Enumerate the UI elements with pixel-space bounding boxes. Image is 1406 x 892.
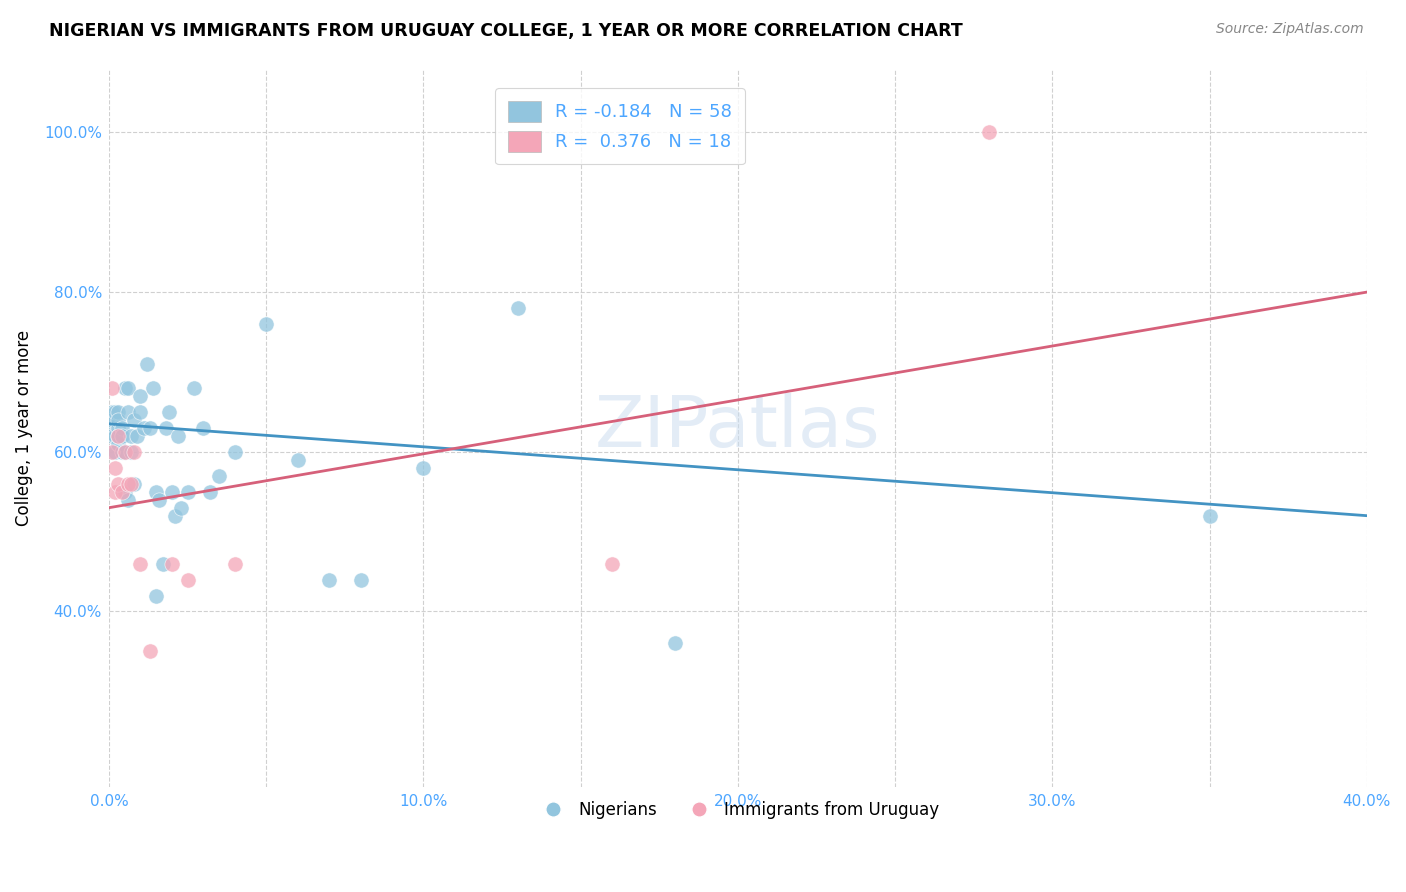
Point: [111, 421, 134, 435]
Point: [101, 445, 124, 459]
Point: [287, 452, 309, 467]
Point: [176, 484, 198, 499]
Point: [104, 460, 127, 475]
Point: [142, 381, 165, 395]
Point: [114, 381, 136, 395]
Legend: Nigerians, Immigrants from Uruguay: Nigerians, Immigrants from Uruguay: [530, 794, 946, 826]
Point: [111, 429, 134, 443]
Point: [152, 557, 174, 571]
Point: [412, 460, 434, 475]
Point: [224, 445, 246, 459]
Point: [122, 413, 145, 427]
Point: [114, 484, 136, 499]
Point: [193, 421, 215, 435]
Text: ZIPatlas: ZIPatlas: [595, 393, 880, 462]
Point: [129, 557, 152, 571]
Point: [101, 421, 124, 435]
Point: [139, 421, 162, 435]
Point: [979, 125, 1001, 139]
Point: [198, 484, 221, 499]
Point: [122, 476, 145, 491]
Point: [107, 437, 129, 451]
Text: NIGERIAN VS IMMIGRANTS FROM URUGUAY COLLEGE, 1 YEAR OR MORE CORRELATION CHART: NIGERIAN VS IMMIGRANTS FROM URUGUAY COLL…: [49, 22, 963, 40]
Point: [107, 405, 129, 419]
Point: [117, 405, 139, 419]
Point: [183, 381, 205, 395]
Point: [101, 445, 124, 459]
Point: [664, 636, 686, 650]
Point: [254, 317, 277, 331]
Point: [135, 357, 157, 371]
Point: [129, 405, 152, 419]
Point: [167, 429, 190, 443]
Point: [160, 557, 183, 571]
Point: [101, 381, 124, 395]
Point: [107, 429, 129, 443]
Point: [120, 429, 142, 443]
Point: [107, 476, 129, 491]
Point: [506, 301, 529, 315]
Point: [145, 484, 167, 499]
Point: [170, 500, 193, 515]
Point: [101, 405, 124, 419]
Point: [104, 429, 127, 443]
Point: [120, 476, 142, 491]
Point: [127, 429, 149, 443]
Point: [176, 573, 198, 587]
Point: [104, 405, 127, 419]
Point: [165, 508, 187, 523]
Point: [101, 429, 124, 443]
Point: [107, 429, 129, 443]
Point: [117, 476, 139, 491]
Point: [104, 445, 127, 459]
Point: [155, 421, 177, 435]
Point: [120, 445, 142, 459]
Point: [318, 573, 340, 587]
Y-axis label: College, 1 year or more: College, 1 year or more: [15, 330, 32, 526]
Point: [104, 413, 127, 427]
Point: [114, 445, 136, 459]
Point: [107, 413, 129, 427]
Point: [111, 445, 134, 459]
Point: [101, 413, 124, 427]
Text: Source: ZipAtlas.com: Source: ZipAtlas.com: [1216, 22, 1364, 37]
Point: [117, 492, 139, 507]
Point: [600, 557, 623, 571]
Point: [208, 468, 231, 483]
Point: [224, 557, 246, 571]
Point: [104, 484, 127, 499]
Point: [160, 484, 183, 499]
Point: [129, 389, 152, 403]
Point: [349, 573, 371, 587]
Point: [148, 492, 170, 507]
Point: [145, 589, 167, 603]
Point: [157, 405, 180, 419]
Point: [139, 644, 162, 658]
Point: [114, 445, 136, 459]
Point: [107, 421, 129, 435]
Point: [132, 421, 155, 435]
Point: [117, 381, 139, 395]
Point: [122, 445, 145, 459]
Point: [111, 484, 134, 499]
Point: [1198, 508, 1220, 523]
